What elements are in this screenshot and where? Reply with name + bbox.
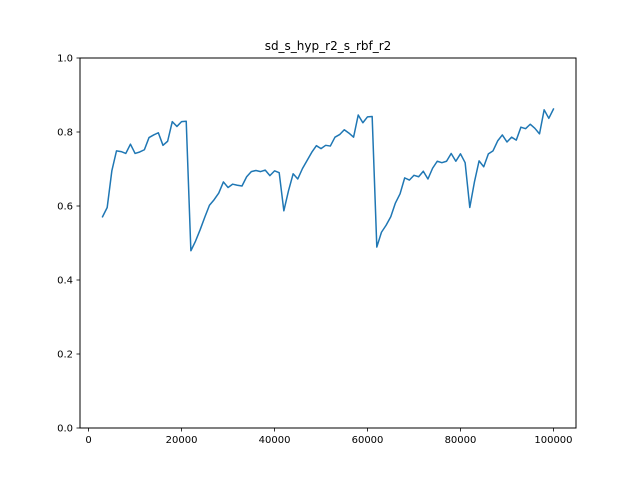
y-tick-label: 0.0 <box>57 424 73 435</box>
x-tick-label: 60000 <box>352 435 384 446</box>
plot-area <box>80 58 576 428</box>
series-layer <box>101 108 555 252</box>
x-tick-label: 100000 <box>534 435 572 446</box>
y-tick-label: 1.0 <box>57 54 73 65</box>
y-axis-ticks: 0.0 0.2 0.4 0.6 0.8 1.0 <box>57 54 80 435</box>
y-tick-label: 0.8 <box>57 128 73 139</box>
x-tick-label: 0 <box>85 435 91 446</box>
y-tick-label: 0.4 <box>57 276 73 287</box>
axes-frame <box>79 57 577 429</box>
x-tick-label: 40000 <box>259 435 291 446</box>
chart-title: sd_s_hyp_r2_s_rbf_r2 <box>265 39 392 53</box>
y-tick-label: 0.2 <box>57 350 73 361</box>
x-tick-label: 80000 <box>445 435 477 446</box>
x-axis-ticks: 0 20000 40000 60000 80000 100000 <box>85 428 573 446</box>
series-line <box>101 108 555 252</box>
x-tick-label: 20000 <box>166 435 198 446</box>
y-tick-label: 0.6 <box>57 202 73 213</box>
